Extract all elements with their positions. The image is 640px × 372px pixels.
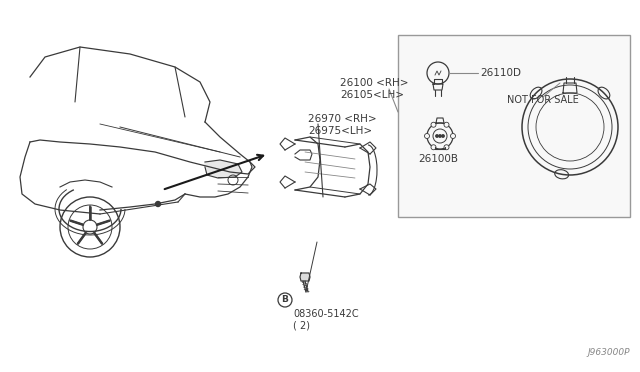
Circle shape [156,202,161,206]
Circle shape [436,135,438,137]
Circle shape [451,134,456,138]
Circle shape [442,135,444,137]
Circle shape [431,145,436,150]
Text: NOT FOR SALE: NOT FOR SALE [507,95,579,105]
Text: 26100 <RH>
26105<LH>: 26100 <RH> 26105<LH> [340,78,408,100]
Text: B: B [282,295,289,305]
FancyBboxPatch shape [398,35,630,217]
Polygon shape [205,160,242,178]
Text: 26110D: 26110D [480,68,521,78]
Circle shape [444,145,449,150]
Text: 26100B: 26100B [418,154,458,164]
Polygon shape [300,273,310,281]
Circle shape [424,134,429,138]
Circle shape [444,122,449,127]
Circle shape [431,122,436,127]
Text: 08360-5142C
( 2): 08360-5142C ( 2) [293,309,358,331]
Text: J963000P: J963000P [588,348,630,357]
Text: 26970 <RH>
26975<LH>: 26970 <RH> 26975<LH> [308,114,376,136]
Circle shape [439,135,441,137]
